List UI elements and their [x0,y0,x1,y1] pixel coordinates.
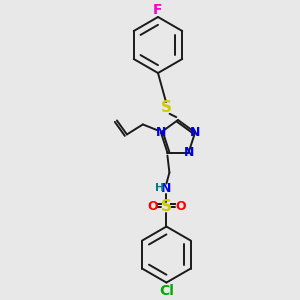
Text: N: N [190,126,200,139]
Text: O: O [175,200,186,213]
Text: S: S [161,199,172,214]
Text: H: H [155,183,164,193]
Text: N: N [183,146,194,159]
Text: F: F [153,3,163,17]
Text: N: N [161,182,172,195]
Text: Cl: Cl [159,284,174,298]
Text: O: O [147,200,158,213]
Text: S: S [160,100,172,116]
Text: N: N [156,126,166,139]
